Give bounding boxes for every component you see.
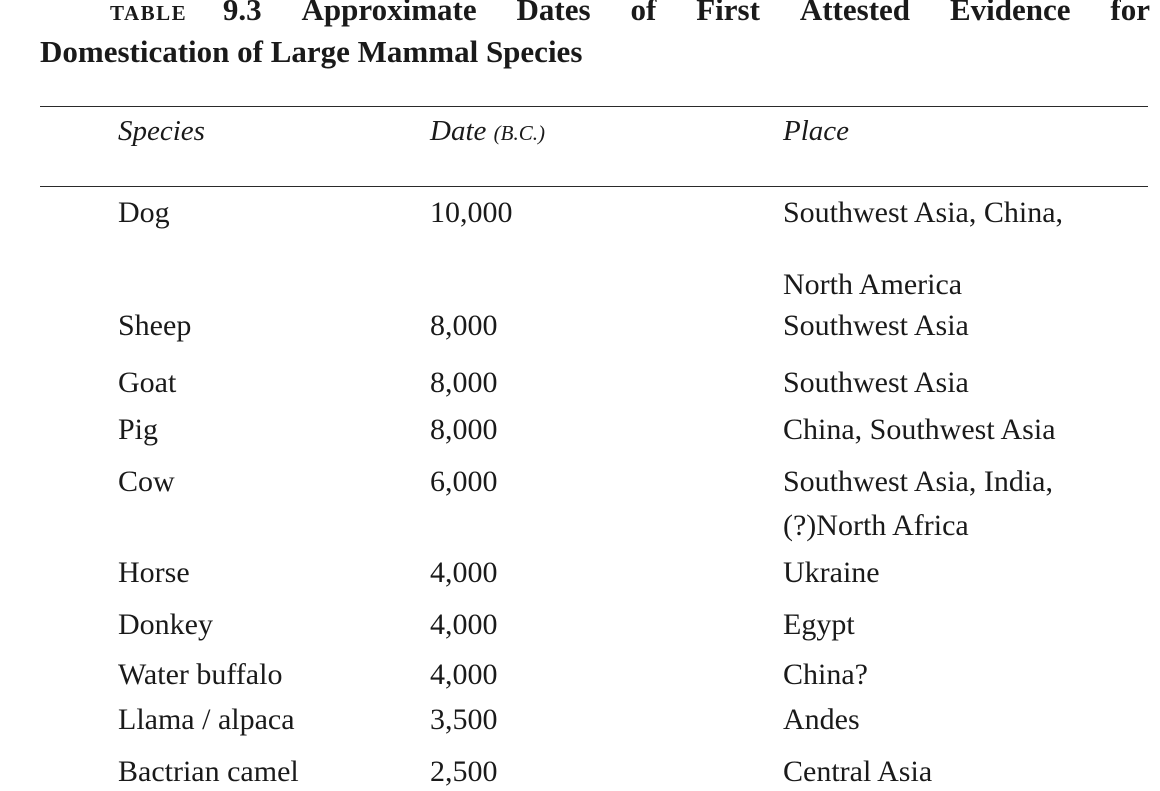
- cell-species: Goat: [118, 366, 177, 399]
- column-header-date-unit: (B.C.): [493, 121, 545, 145]
- cell-date: 2,500: [430, 755, 498, 788]
- table-title-line-1: TABLE 9.3 Approximate Dates of First Att…: [110, 0, 1150, 30]
- title-word: for: [1110, 0, 1150, 27]
- table-number: 9.3: [222, 0, 262, 27]
- title-word: Evidence: [949, 0, 1071, 27]
- cell-place: China, Southwest Asia: [783, 413, 1056, 446]
- cell-date: 6,000: [430, 465, 498, 498]
- cell-date: 4,000: [430, 658, 498, 691]
- cell-place: Ukraine: [783, 556, 880, 589]
- cell-date: 8,000: [430, 366, 498, 399]
- cell-place: China?: [783, 658, 868, 691]
- cell-species: Cow: [118, 465, 175, 498]
- column-header-species: Species: [118, 115, 205, 147]
- title-word: Dates: [516, 0, 591, 27]
- cell-date: 4,000: [430, 608, 498, 641]
- cell-place: Southwest Asia, China,: [783, 196, 1064, 229]
- cell-species: Donkey: [118, 608, 213, 641]
- table-title-line-2: Domestication of Large Mammal Species: [40, 34, 583, 69]
- cell-species: Pig: [118, 413, 159, 446]
- cell-place: Central Asia: [783, 755, 933, 788]
- cell-species: Bactrian camel: [118, 755, 299, 788]
- cell-place: Egypt: [783, 608, 855, 641]
- cell-date: 8,000: [430, 413, 498, 446]
- cell-date: 4,000: [430, 556, 498, 589]
- title-word: Approximate: [301, 0, 477, 27]
- cell-place: Southwest Asia: [783, 366, 969, 399]
- cell-species: Llama / alpaca: [118, 703, 295, 736]
- cell-species: Water buffalo: [118, 658, 283, 691]
- cell-date: 8,000: [430, 309, 498, 342]
- title-word: of: [630, 0, 657, 27]
- cell-place-continued: North America: [783, 268, 963, 301]
- cell-species: Dog: [118, 196, 170, 229]
- cell-date: 3,500: [430, 703, 498, 736]
- column-header-date-label: Date: [430, 115, 487, 147]
- table-top-rule: [40, 106, 1148, 107]
- header-bottom-rule: [40, 186, 1148, 187]
- cell-date: 10,000: [430, 196, 513, 229]
- table-label: TABLE: [110, 1, 188, 25]
- table-title-label-number: TABLE 9.3: [110, 0, 262, 28]
- cell-species: Horse: [118, 556, 190, 589]
- cell-place: Southwest Asia, India,: [783, 465, 1053, 498]
- column-header-date: Date (B.C.): [430, 114, 545, 150]
- cell-place-continued: (?)North Africa: [783, 509, 969, 542]
- cell-species: Sheep: [118, 309, 192, 342]
- column-header-place: Place: [783, 115, 850, 147]
- cell-place: Andes: [783, 703, 860, 736]
- title-word: Attested: [799, 0, 911, 27]
- title-word: First: [696, 0, 760, 27]
- cell-place: Southwest Asia: [783, 309, 969, 342]
